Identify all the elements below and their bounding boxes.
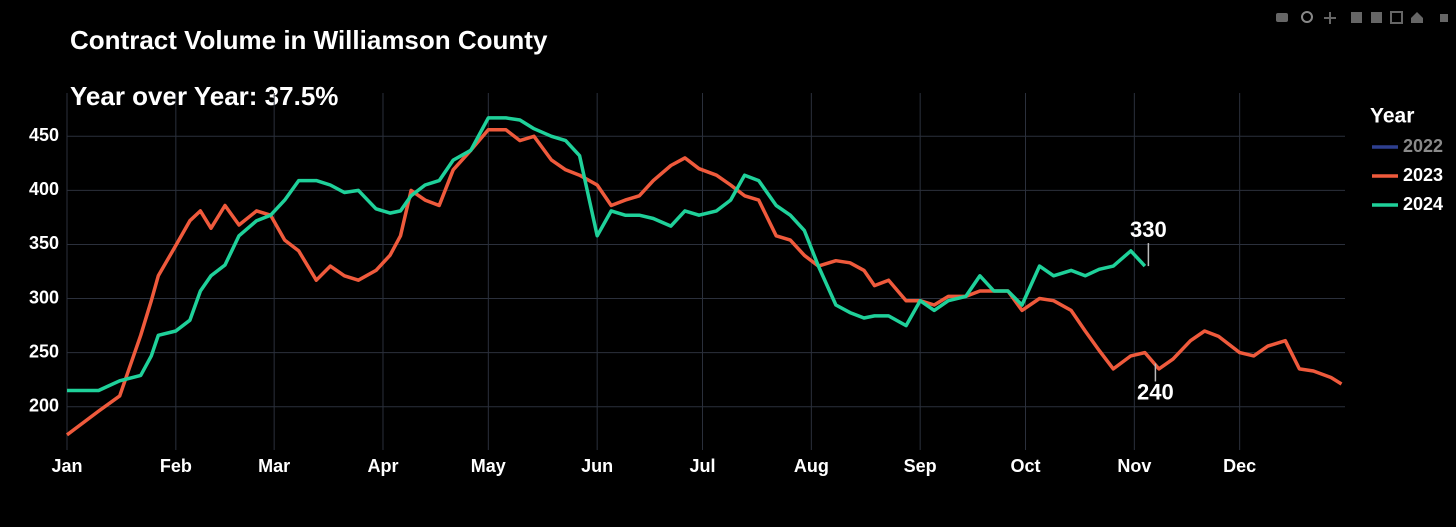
annotation-label: 330 xyxy=(1130,217,1167,242)
logo-icon xyxy=(1440,14,1448,22)
x-tick-label: Oct xyxy=(1010,456,1040,476)
legend-label: 2022 xyxy=(1403,136,1443,156)
x-tick-label: Feb xyxy=(160,456,192,476)
x-tick-label: Apr xyxy=(367,456,398,476)
x-tick-label: Mar xyxy=(258,456,290,476)
series-line xyxy=(65,128,1343,437)
reset-icon[interactable] xyxy=(1411,12,1423,23)
legend-label: 2024 xyxy=(1403,194,1443,214)
y-tick-label: 250 xyxy=(29,341,59,361)
legend: 2022 2023 2024 xyxy=(1372,136,1443,214)
annotation-label: 240 xyxy=(1137,379,1174,404)
x-tick-label: Sep xyxy=(904,456,937,476)
x-tick-label: May xyxy=(471,456,506,476)
plot: 330 240 xyxy=(65,116,1343,437)
x-tick-label: Jan xyxy=(51,456,82,476)
chart-title: Contract Volume in Williamson County xyxy=(70,25,548,55)
zoom-in-icon[interactable] xyxy=(1351,12,1362,23)
camera-icon[interactable] xyxy=(1276,13,1288,22)
y-tick-label: 450 xyxy=(29,125,59,145)
x-tick-label: Nov xyxy=(1117,456,1151,476)
zoom-icon[interactable] xyxy=(1301,11,1313,23)
legend-title: Year xyxy=(1370,105,1414,128)
y-tick-label: 400 xyxy=(29,179,59,199)
x-tick-label: Jun xyxy=(581,456,613,476)
x-tick-label: Aug xyxy=(794,456,829,476)
legend-label: 2023 xyxy=(1403,165,1443,185)
chart-subtitle: Year over Year: 37.5% xyxy=(70,81,338,111)
grid: 200 250 300 350 400 450 Jan Feb Mar Apr May Jun Jul A… xyxy=(29,93,1345,476)
autoscale-icon[interactable] xyxy=(1390,11,1403,24)
toolbar xyxy=(1276,11,1448,24)
pan-icon[interactable] xyxy=(1324,12,1336,24)
y-tick-label: 350 xyxy=(29,233,59,253)
y-tick-label: 200 xyxy=(29,395,59,415)
y-tick-label: 300 xyxy=(29,287,59,307)
zoom-out-icon[interactable] xyxy=(1371,12,1382,23)
x-tick-label: Dec xyxy=(1223,456,1256,476)
x-tick-label: Jul xyxy=(689,456,715,476)
series-line xyxy=(67,116,1147,393)
